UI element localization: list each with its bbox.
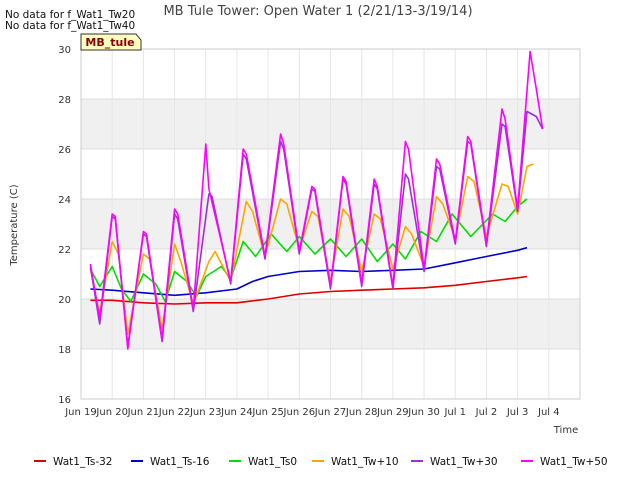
y-tick-label: 30 (58, 45, 71, 56)
x-tick-label: Jun 30 (407, 407, 440, 418)
series-line-wat1-ts-32 (90, 275, 528, 305)
x-tick-label: Jun 19 (64, 407, 97, 418)
series-line-wat1-ts0 (89, 198, 528, 303)
series-line-wat1-tw-10 (89, 163, 534, 335)
legend-item: Wat1_Ts-16 (131, 456, 210, 468)
legend-label: Wat1_Ts-32 (53, 456, 113, 468)
x-tick-label: Jul 3 (506, 407, 529, 418)
legend-label: Wat1_Tw+50 (540, 456, 608, 468)
legend-item: Wat1_Tw+10 (312, 456, 399, 468)
x-tick-label: Jun 21 (127, 407, 160, 418)
x-axis-label: Time (553, 425, 578, 436)
y-tick-label: 20 (58, 295, 71, 306)
x-tick-label: Jun 27 (314, 407, 347, 418)
x-tick-label: Jul 1 (443, 407, 466, 418)
legend-label: Wat1_Ts0 (248, 456, 297, 468)
x-tick-label: Jul 2 (475, 407, 498, 418)
y-tick-label: 24 (58, 195, 71, 206)
series-line-wat1-tw-50 (89, 50, 544, 350)
legend-label: Wat1_Tw+30 (430, 456, 498, 468)
y-tick-label: 26 (58, 145, 71, 156)
y-axis-label: Temperature (C) (9, 184, 20, 266)
x-tick-label: Jun 26 (283, 407, 316, 418)
series-line-wat1-ts-16 (90, 246, 528, 297)
y-tick-label: 16 (58, 395, 71, 406)
legend-item: Wat1_Tw+30 (411, 456, 498, 468)
no-data-note: No data for f_Wat1_Tw40 (5, 20, 135, 32)
legend: Wat1_Ts-32 Wat1_Ts-16 Wat1_Ts0 Wat1_Tw+10 Wa… (34, 456, 608, 468)
y-tick-label: 22 (58, 245, 71, 256)
x-tick-label: Jun 25 (251, 407, 284, 418)
y-tick-labels: 16 18 20 22 24 26 28 30 (58, 45, 71, 406)
legend-item: Wat1_Tw+50 (521, 456, 608, 468)
x-tick-label: Jun 22 (158, 407, 191, 418)
legend-label: Wat1_Tw+10 (331, 456, 399, 468)
no-data-note: No data for f_Wat1_Tw20 (5, 9, 135, 21)
plot-frame (80, 48, 581, 400)
series-lines (89, 50, 544, 350)
y-tick-label: 18 (58, 345, 71, 356)
x-tick-label: Jun 20 (95, 407, 128, 418)
legend-item: Wat1_Ts0 (229, 456, 297, 468)
x-tick-label: Jun 28 (345, 407, 378, 418)
legend-label: Wat1_Ts-16 (150, 456, 210, 468)
x-tick-label: Jul 4 (537, 407, 560, 418)
x-tick-labels: Jun 19 Jun 20 Jun 21 Jun 22 Jun 23 Jun 24 Jun … (64, 407, 559, 418)
x-tick-label: Jun 23 (189, 407, 222, 418)
legend-item: Wat1_Ts-32 (34, 456, 113, 468)
site-label-badge: MB_tule (80, 33, 142, 51)
x-tick-label: Jun 24 (220, 407, 253, 418)
site-label: MB_tule (85, 36, 134, 49)
y-tick-label: 28 (58, 95, 71, 106)
x-tick-label: Jun 29 (376, 407, 409, 418)
chart-title: MB Tule Tower: Open Water 1 (2/21/13-3/1… (163, 4, 472, 19)
